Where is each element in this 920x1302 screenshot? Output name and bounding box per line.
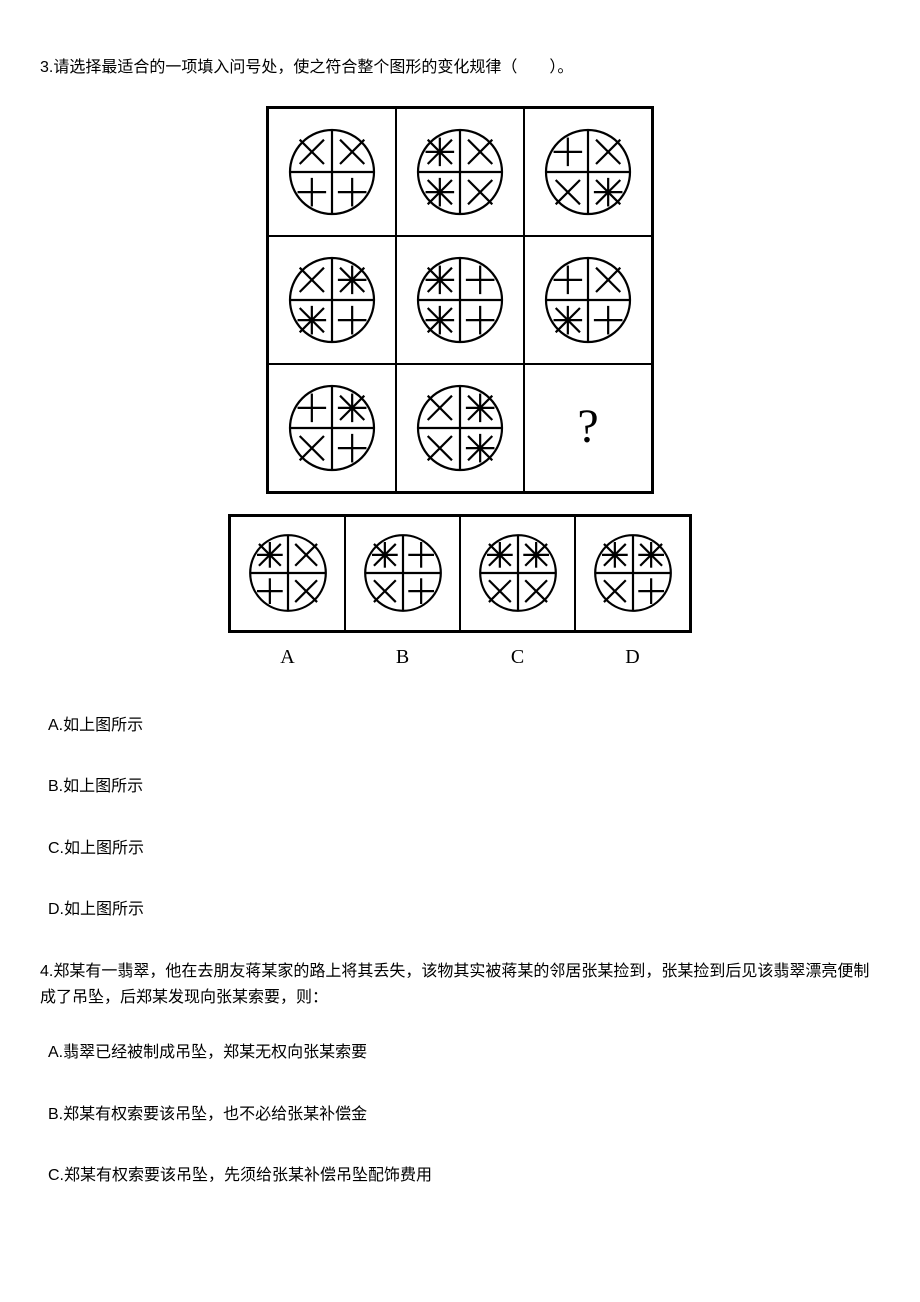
- grid-cell-2-2: ?: [524, 364, 652, 492]
- grid-cell-1-1: [396, 236, 524, 364]
- q3-answer-list: A.如上图所示 B.如上图所示 C.如上图所示 D.如上图所示: [40, 713, 880, 923]
- question-mark-icon: ?: [577, 389, 598, 466]
- q3-text: 3.请选择最适合的一项填入问号处，使之符合整个图形的变化规律（ ）。: [40, 55, 880, 81]
- grid-cell-0-1: [396, 108, 524, 236]
- q3-answer-c: C.如上图所示: [40, 836, 880, 862]
- option-cell-3: [575, 516, 690, 631]
- option-cell-0: [230, 516, 345, 631]
- grid-cell-2-0: [268, 364, 396, 492]
- q3-answer-d: D.如上图所示: [40, 897, 880, 923]
- option-label-a: A: [230, 641, 345, 673]
- option-cell-2: [460, 516, 575, 631]
- option-label-b: B: [345, 641, 460, 673]
- q4-answer-b: B.郑某有权索要该吊坠，也不必给张某补偿金: [40, 1102, 880, 1128]
- grid-cell-1-2: [524, 236, 652, 364]
- question-4: 4.郑某有一翡翠，他在去朋友蒋某家的路上将其丢失，该物其实被蒋某的邻居张某捡到，…: [40, 959, 880, 1189]
- grid-cell-1-0: [268, 236, 396, 364]
- q4-text: 4.郑某有一翡翠，他在去朋友蒋某家的路上将其丢失，该物其实被蒋某的邻居张某捡到，…: [40, 959, 880, 1010]
- option-label-c: C: [460, 641, 575, 673]
- q3-grid-figure: ?: [40, 106, 880, 494]
- question-3: 3.请选择最适合的一项填入问号处，使之符合整个图形的变化规律（ ）。 ? A B…: [40, 55, 880, 923]
- q3-option-labels: A B C D: [40, 641, 880, 673]
- q3-answer-a: A.如上图所示: [40, 713, 880, 739]
- q3-answer-b: B.如上图所示: [40, 774, 880, 800]
- options-grid: [228, 514, 692, 633]
- grid-cell-2-1: [396, 364, 524, 492]
- pattern-grid: ?: [266, 106, 654, 494]
- option-label-d: D: [575, 641, 690, 673]
- grid-cell-0-2: [524, 108, 652, 236]
- q4-answer-list: A.翡翠已经被制成吊坠，郑某无权向张某索要 B.郑某有权索要该吊坠，也不必给张某…: [40, 1040, 880, 1189]
- q4-answer-c: C.郑某有权索要该吊坠，先须给张某补偿吊坠配饰费用: [40, 1163, 880, 1189]
- q3-options-figure: [40, 514, 880, 633]
- grid-cell-0-0: [268, 108, 396, 236]
- option-cell-1: [345, 516, 460, 631]
- q4-answer-a: A.翡翠已经被制成吊坠，郑某无权向张某索要: [40, 1040, 880, 1066]
